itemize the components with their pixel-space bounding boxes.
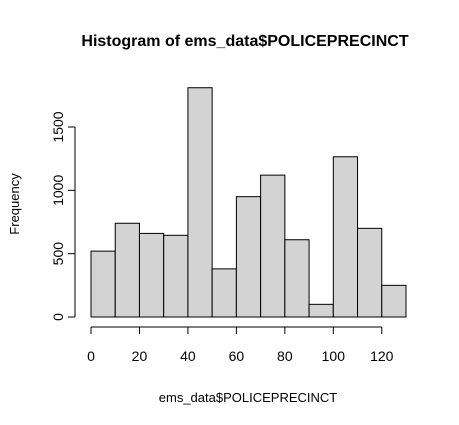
histogram-bar-1 bbox=[114, 222, 140, 318]
histogram-bar-7 bbox=[260, 174, 286, 318]
histogram-bar-4 bbox=[187, 87, 213, 318]
x-tick-label: 40 bbox=[180, 348, 196, 364]
x-tick-label: 20 bbox=[132, 348, 148, 364]
histogram-bar-0 bbox=[90, 250, 116, 318]
x-axis: 0 20 40 60 80 100 120 bbox=[87, 326, 394, 364]
y-tick-label: 1500 bbox=[50, 111, 66, 142]
x-tick-label: 120 bbox=[370, 348, 394, 364]
chart-title: Histogram of ems_data$POLICEPRECINCT bbox=[81, 33, 408, 50]
x-tick-label: 60 bbox=[229, 348, 245, 364]
histogram-bar-10 bbox=[332, 156, 359, 318]
histogram-bar-11 bbox=[357, 227, 383, 318]
bars-group bbox=[90, 87, 407, 318]
x-tick-label: 100 bbox=[322, 348, 346, 364]
y-tick-label: 0 bbox=[50, 313, 66, 321]
y-axis-label: Frequency bbox=[7, 173, 22, 235]
histogram-bar-2 bbox=[138, 232, 165, 318]
y-tick-label: 500 bbox=[50, 242, 66, 266]
x-tick-label: 0 bbox=[87, 348, 95, 364]
histogram-bar-5 bbox=[211, 268, 237, 318]
histogram-bar-9 bbox=[308, 303, 334, 318]
y-tick-label: 1000 bbox=[50, 175, 66, 206]
y-axis: 0 500 1000 1500 bbox=[50, 111, 76, 321]
x-axis-label: ems_data$POLICEPRECINCT bbox=[159, 390, 338, 405]
histogram-bar-8 bbox=[284, 239, 310, 318]
histogram-bar-3 bbox=[163, 234, 189, 318]
histogram-bar-6 bbox=[235, 196, 262, 318]
histogram-bar-12 bbox=[381, 284, 407, 318]
x-tick-label: 80 bbox=[277, 348, 293, 364]
